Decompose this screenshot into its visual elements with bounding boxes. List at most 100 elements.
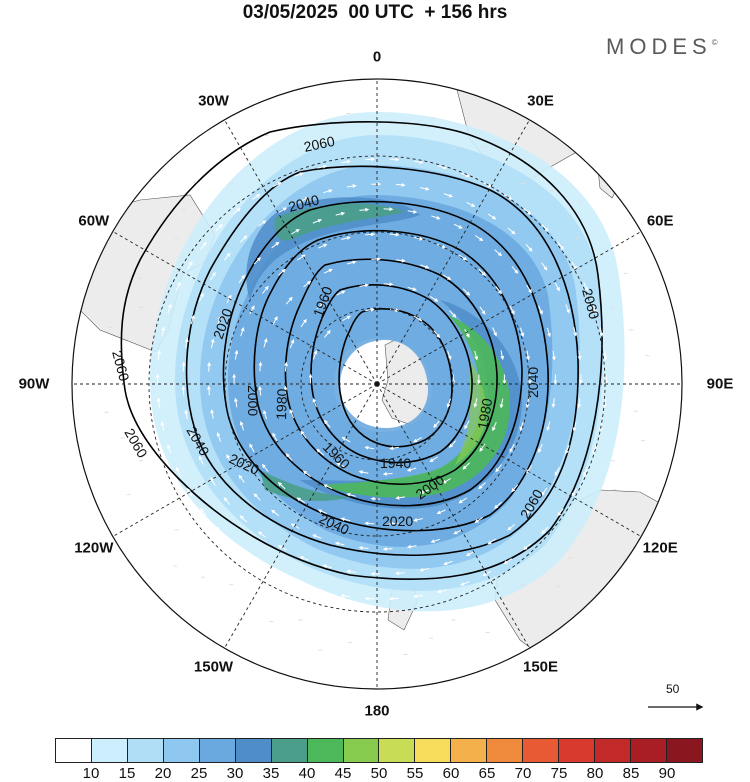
wind-vector-arrow xyxy=(239,235,248,243)
wind-vector-arrow xyxy=(365,157,376,162)
colorbar-tick-label: 80 xyxy=(586,765,604,782)
wind-vector-arrow xyxy=(272,570,282,576)
longitude-label: 30W xyxy=(198,92,229,110)
wind-vector-arrow xyxy=(546,327,551,338)
wind-vector-arrow xyxy=(186,261,193,270)
wind-vector-arrow xyxy=(262,285,269,294)
wind-vector-arrow xyxy=(365,307,375,312)
wind-vector-arrow xyxy=(300,197,310,202)
wind-vector-arrow xyxy=(278,268,286,276)
wind-vector-arrow xyxy=(167,444,172,454)
contour-label: 2060 xyxy=(302,133,336,155)
wind-vector-arrow xyxy=(389,446,399,451)
wind-vector-arrow xyxy=(526,350,531,361)
wind-vector-arrow xyxy=(157,349,162,360)
wind-vector-arrow xyxy=(232,543,241,550)
wind-vector-arrow xyxy=(473,398,478,408)
wind-vector-arrow xyxy=(160,421,165,431)
wind-vector-arrow xyxy=(519,421,524,432)
wind-vector-arrow xyxy=(263,338,268,348)
wind-vector-arrow xyxy=(429,456,438,463)
wind-vector-arrow xyxy=(312,397,317,408)
wind-vector-arrow xyxy=(382,471,393,476)
wind-vector-arrow xyxy=(453,223,463,229)
wind-vector-arrow xyxy=(184,337,189,348)
wind-vector-arrow xyxy=(487,213,497,220)
colorbar-swatch xyxy=(127,739,164,762)
wind-vector-arrow xyxy=(573,326,578,337)
wind-vector-arrow xyxy=(226,294,232,304)
wind-vector-arrow xyxy=(341,236,351,241)
wind-vector-arrow xyxy=(238,474,245,483)
map-title: 03/05/2025 00 UTC + 156 hrs xyxy=(242,2,508,23)
wind-vector-arrow xyxy=(258,385,263,396)
wind-vector-arrow xyxy=(303,280,312,288)
wind-vector-arrow xyxy=(494,501,502,509)
contour-label: 2000 xyxy=(245,385,261,416)
wind-vector-arrow xyxy=(278,545,287,551)
wind-vector-arrow xyxy=(571,261,578,271)
wind-vector-arrow xyxy=(449,310,457,318)
longitude-label: 180 xyxy=(364,702,390,720)
meridian-line xyxy=(376,231,642,385)
wind-vector-arrow xyxy=(499,398,504,409)
wind-vector-arrow xyxy=(346,492,356,497)
wind-vector-arrow xyxy=(551,350,556,361)
wind-vector-arrow xyxy=(233,397,238,408)
meridian-line xyxy=(376,119,530,385)
wind-vector-arrow xyxy=(207,361,212,372)
wind-vector-arrow xyxy=(541,224,549,232)
wind-vector-arrow xyxy=(436,509,446,515)
wind-vector-arrow xyxy=(272,432,278,442)
longitude-label: 90W xyxy=(18,375,50,393)
wind-vector-arrow xyxy=(371,257,382,262)
wind-vector-arrow xyxy=(541,262,548,271)
wind-vector-arrow xyxy=(565,445,570,455)
wind-vector-arrow xyxy=(538,443,543,454)
wind-vector-arrow xyxy=(210,338,215,349)
colorbar-swatch xyxy=(235,739,272,762)
wind-vector-arrow xyxy=(583,467,588,477)
longitude-label: 120W xyxy=(74,539,114,556)
wind-vector-arrow xyxy=(446,398,452,408)
wind-vector-arrow xyxy=(210,271,216,281)
wind-vector-arrow xyxy=(447,350,452,361)
wind-vector-arrow xyxy=(251,558,261,565)
wind-vector-arrow xyxy=(577,350,582,361)
wind-vector-arrow xyxy=(156,397,161,408)
wind-vector-arrow xyxy=(526,465,532,474)
wind-vector-arrow xyxy=(523,208,532,215)
wind-vector-arrow xyxy=(335,211,346,216)
wind-vector-arrow xyxy=(215,223,223,232)
reference-vector-arrow xyxy=(648,703,704,711)
wind-vector-arrow xyxy=(300,318,307,328)
colorbar-tick-label: 60 xyxy=(442,765,460,782)
brand-text: MODES xyxy=(606,34,712,59)
wind-vector-arrow xyxy=(557,241,564,251)
wind-vector-arrow xyxy=(406,467,417,472)
wind-vector-arrow xyxy=(190,314,195,325)
contour-1940 xyxy=(338,308,453,448)
wind-vector-arrow xyxy=(312,350,318,360)
wind-vector-arrow xyxy=(336,290,346,296)
wind-vector-arrow xyxy=(334,541,345,546)
wind-vector-arrow xyxy=(210,409,215,419)
wind-vector-arrow xyxy=(358,545,369,550)
wind-vector-arrow xyxy=(396,258,406,263)
wind-vector-arrow xyxy=(271,241,280,249)
contour-2020 xyxy=(222,200,549,532)
wind-vector-arrow xyxy=(200,241,207,250)
wind-vector-arrow xyxy=(525,506,533,515)
colorbar-swatch xyxy=(56,739,92,762)
longitude-label: 60E xyxy=(646,212,674,229)
colorbar-tick-label: 75 xyxy=(550,765,568,782)
wind-vector-arrow xyxy=(495,464,502,473)
wind-vector-arrow xyxy=(572,422,577,432)
wind-vector-arrow xyxy=(388,596,399,601)
colorbar xyxy=(55,738,703,763)
wind-vector-arrow xyxy=(291,229,300,235)
colorbar-tick-label: 85 xyxy=(622,765,640,782)
wind-vector-arrow xyxy=(346,260,357,265)
wind-vector-arrow xyxy=(285,296,293,305)
wind-vector-arrow xyxy=(541,487,548,496)
